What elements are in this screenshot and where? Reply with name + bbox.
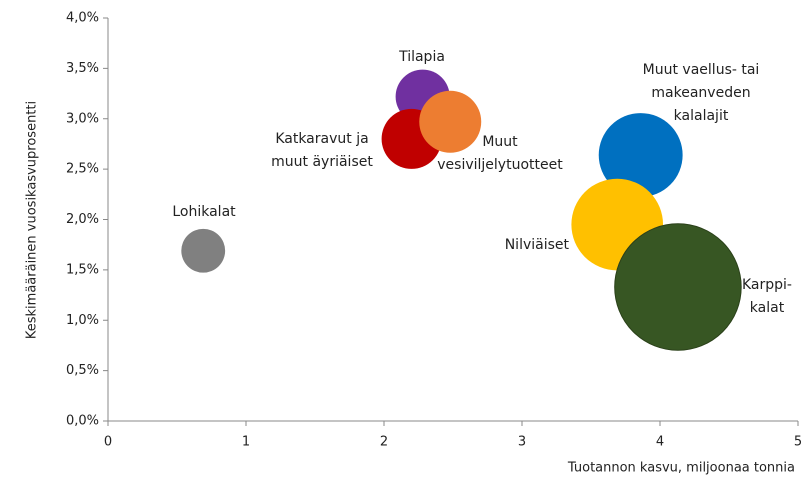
bubble-label: kalalajit <box>674 108 729 124</box>
bubble-label: Karppi- <box>742 277 792 293</box>
x-tick-label: 2 <box>380 435 388 450</box>
bubble <box>181 228 226 273</box>
y-tick-label: 3,0% <box>66 111 99 126</box>
bubble-label: Nilviäiset <box>505 237 570 253</box>
y-tick-label: 1,5% <box>66 262 99 277</box>
x-tick-label: 1 <box>242 435 250 450</box>
y-tick-label: 2,0% <box>66 212 99 227</box>
bubble-label: Muut vaellus- tai <box>643 62 760 78</box>
bubble <box>614 223 742 351</box>
x-tick-label: 3 <box>518 435 526 450</box>
x-tick-label: 0 <box>104 435 112 450</box>
bubble <box>419 90 482 153</box>
bubble <box>598 113 683 197</box>
y-tick-label: 0,5% <box>66 363 99 378</box>
x-tick-label: 5 <box>794 435 802 450</box>
y-tick-label: 3,5% <box>66 61 99 76</box>
bubble-label: kalat <box>750 300 785 316</box>
y-tick-label: 4,0% <box>66 11 99 26</box>
y-tick-label: 2,5% <box>66 162 99 177</box>
y-axis-title: Keskimääräinen vuosikasvuprosentti <box>25 101 40 339</box>
y-tick-label: 0,0% <box>66 414 99 429</box>
bubble-label: Lohikalat <box>172 204 236 220</box>
bubble-label: Muut <box>482 134 518 150</box>
bubble-label: vesiviljelytuotteet <box>437 157 563 173</box>
bubble-label: makeanveden <box>651 85 750 101</box>
bubble-label: Tilapia <box>398 49 445 65</box>
x-axis-title: Tuotannon kasvu, miljoonaa tonnia <box>567 461 795 476</box>
y-tick-label: 1,0% <box>66 313 99 328</box>
bubble-label: Katkaravut ja <box>275 131 368 147</box>
bubble-label: muut äyriäiset <box>271 154 373 170</box>
x-tick-label: 4 <box>656 435 664 450</box>
